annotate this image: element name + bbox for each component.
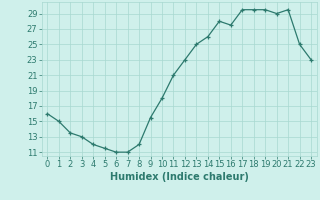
X-axis label: Humidex (Indice chaleur): Humidex (Indice chaleur) (110, 172, 249, 182)
